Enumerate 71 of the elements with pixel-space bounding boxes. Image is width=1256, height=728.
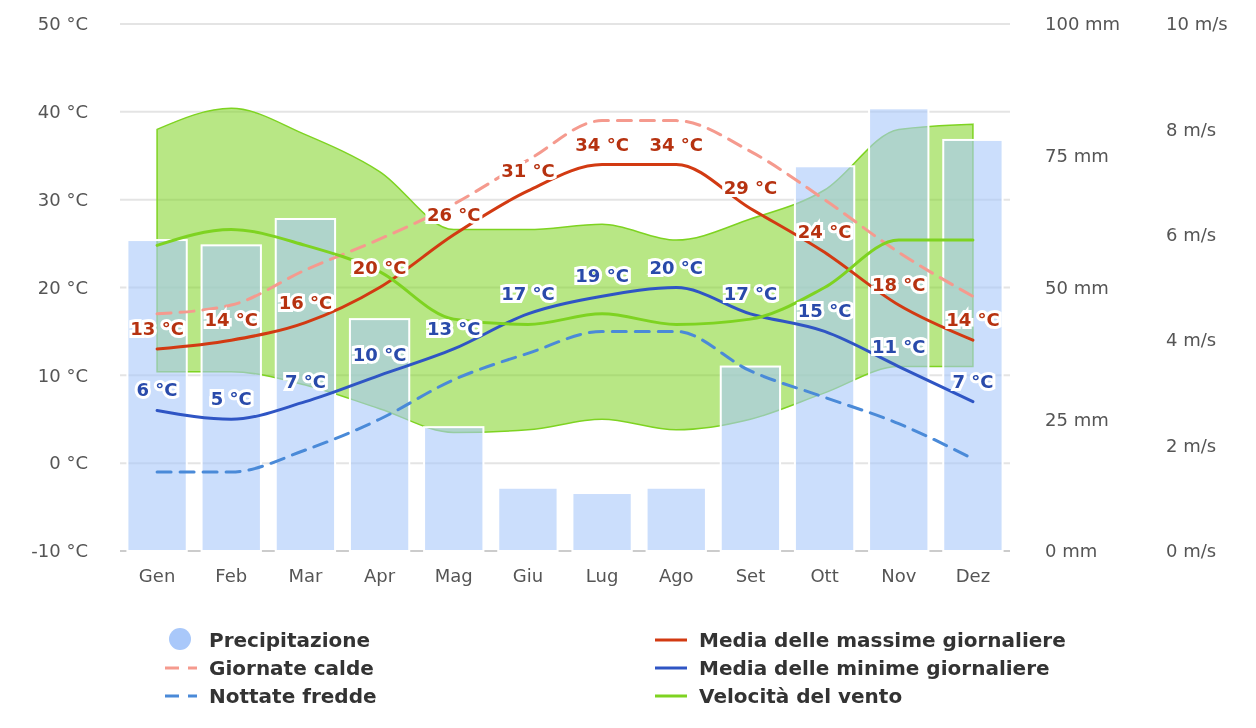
y2-tick-label: 25 mm bbox=[1045, 408, 1109, 430]
data-label: 34 °C bbox=[575, 133, 629, 155]
bar bbox=[348, 318, 411, 552]
bar bbox=[793, 165, 856, 552]
data-label: 7 °C bbox=[952, 370, 994, 392]
y2-tick-label: 0 mm bbox=[1045, 540, 1098, 562]
bar bbox=[274, 217, 337, 552]
data-label: 11 °C bbox=[871, 335, 926, 357]
x-tick-label: Set bbox=[735, 564, 766, 586]
x-tick-label: Ago bbox=[658, 564, 694, 586]
bar bbox=[423, 426, 485, 552]
x-tick-label: Dez bbox=[955, 564, 991, 586]
legend-label: Media delle minime giornaliere bbox=[699, 656, 1050, 680]
data-label: 24 °C bbox=[797, 221, 852, 243]
y2-tick-label: 100 mm bbox=[1045, 13, 1121, 35]
y3-tick-label: 6 m/s bbox=[1166, 224, 1217, 246]
bar bbox=[200, 244, 262, 552]
y-tick-label: 0 °C bbox=[49, 452, 88, 474]
data-label: 26 °C bbox=[426, 203, 481, 225]
y3-tick-label: 4 m/s bbox=[1166, 329, 1217, 351]
x-tick-label: Mag bbox=[434, 564, 473, 586]
data-label: 14 °C bbox=[946, 309, 1000, 331]
legend-label: Media delle massime giornaliere bbox=[699, 628, 1066, 652]
bar bbox=[497, 486, 559, 552]
y3-tick-label: 10 m/s bbox=[1166, 13, 1228, 35]
data-label: 10 °C bbox=[352, 344, 407, 366]
data-label: 20 °C bbox=[649, 256, 704, 278]
x-tick-label: Giu bbox=[512, 564, 544, 586]
data-label: 19 °C bbox=[575, 265, 629, 287]
data-label: 15 °C bbox=[797, 300, 852, 322]
data-label: 29 °C bbox=[723, 177, 778, 199]
data-label: 13 °C bbox=[130, 317, 184, 339]
data-label: 6 °C bbox=[136, 379, 178, 401]
data-label: 34 °C bbox=[649, 133, 704, 155]
y2-tick-label: 75 mm bbox=[1045, 145, 1109, 167]
data-label: 17 °C bbox=[723, 282, 778, 304]
y3-tick-label: 2 m/s bbox=[1166, 434, 1217, 456]
x-tick-label: Gen bbox=[138, 564, 176, 586]
y3-tick-label: 8 m/s bbox=[1166, 118, 1217, 140]
y-tick-label: -10 °C bbox=[31, 540, 88, 562]
data-label: 16 °C bbox=[278, 291, 333, 313]
x-tick-label: Mar bbox=[288, 564, 323, 586]
data-label: 5 °C bbox=[210, 388, 252, 410]
x-tick-label: Nov bbox=[881, 564, 917, 586]
x-tick-label: Lug bbox=[585, 564, 619, 586]
legend-label: Nottate fredde bbox=[209, 684, 377, 708]
y3-tick-label: 0 m/s bbox=[1166, 540, 1217, 562]
data-label: 13 °C bbox=[426, 317, 481, 339]
y2-tick-label: 50 mm bbox=[1045, 276, 1109, 298]
y-tick-label: 30 °C bbox=[37, 188, 88, 210]
legend-label: Giornate calde bbox=[209, 656, 374, 680]
y-tick-label: 20 °C bbox=[37, 276, 88, 298]
bar bbox=[868, 107, 930, 552]
bar bbox=[719, 365, 782, 552]
y-tick-label: 50 °C bbox=[37, 13, 88, 35]
data-label: 14 °C bbox=[204, 309, 259, 331]
legend-label: Velocità del vento bbox=[699, 684, 903, 708]
data-label: 31 °C bbox=[501, 159, 555, 181]
bar bbox=[942, 138, 1004, 552]
bar bbox=[645, 486, 707, 552]
data-label: 18 °C bbox=[871, 274, 926, 296]
legend-label: Precipitazione bbox=[209, 628, 371, 652]
x-tick-label: Ott bbox=[810, 564, 839, 586]
x-tick-label: Feb bbox=[215, 564, 248, 586]
bar bbox=[571, 492, 633, 552]
bar bbox=[126, 239, 188, 552]
y-tick-label: 10 °C bbox=[37, 364, 88, 386]
data-label: 17 °C bbox=[501, 282, 555, 304]
x-tick-label: Apr bbox=[364, 564, 396, 586]
data-label: 7 °C bbox=[284, 370, 326, 392]
y-tick-label: 40 °C bbox=[37, 101, 88, 123]
